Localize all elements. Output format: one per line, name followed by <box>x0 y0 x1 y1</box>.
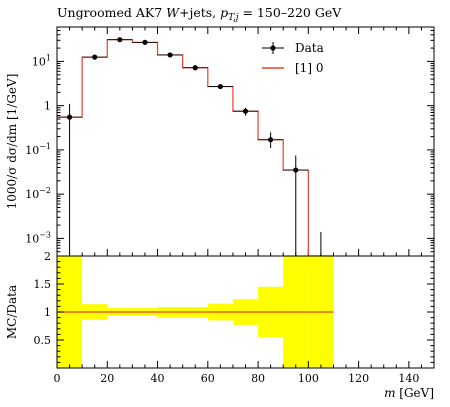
y-tick-base: 1 <box>44 100 51 113</box>
y-tick-exponent: −1 <box>39 142 51 151</box>
y-tick-label: 101 <box>32 53 51 68</box>
title-part: W <box>166 5 180 20</box>
x-tick-label: 140 <box>398 372 419 385</box>
ratio-y-tick-label: 2 <box>44 250 51 263</box>
title-text: Ungroomed AK7 W+jets, pT,j = 150–220 GeV <box>57 5 342 23</box>
legend-data-marker <box>270 45 276 51</box>
x-axis-title-var: m <box>384 386 395 400</box>
y-tick-base: 10 <box>32 55 46 68</box>
x-tick-label: 120 <box>348 372 369 385</box>
data-point <box>92 54 98 60</box>
x-tick-label: 20 <box>100 372 114 385</box>
y-axis-title: 1000/σ dσ/dm [1/GeV] <box>5 74 19 210</box>
x-tick-label: 0 <box>54 372 61 385</box>
chart-title: Ungroomed AK7 W+jets, pT,j = 150–220 GeV <box>57 5 342 23</box>
y-tick-exponent: −3 <box>39 230 51 239</box>
y-tick-exponent: −2 <box>39 186 51 195</box>
data-point <box>66 114 73 120</box>
y-tick-label: 10−1 <box>25 142 51 157</box>
legend-label-mc: [1] 0 <box>295 61 323 75</box>
title-part: Ungroomed AK7 <box>57 5 166 20</box>
mc-histogram-line <box>57 39 334 257</box>
ratio-y-axis-title: MC/Data <box>5 285 19 339</box>
y-tick-label: 10−3 <box>25 230 51 245</box>
legend-label-data: Data <box>295 41 324 55</box>
y-tick-base: 10 <box>25 232 39 245</box>
title-part: p <box>220 5 228 20</box>
data-point <box>117 37 123 43</box>
x-tick-label: 80 <box>251 372 265 385</box>
ratio-y-tick-label: 0.5 <box>34 334 52 347</box>
data-point <box>268 137 274 143</box>
title-part: +jets, <box>179 5 220 20</box>
ratio-y-tick-label: 1 <box>44 306 51 319</box>
data-point <box>217 83 223 90</box>
y-tick-base: 10 <box>25 188 39 201</box>
data-point <box>142 39 148 45</box>
data-point <box>192 65 198 71</box>
x-tick-label: 100 <box>298 372 319 385</box>
x-axis-title: m [GeV] <box>384 386 434 400</box>
y-tick-label: 1 <box>44 100 51 113</box>
title-part: = 150–220 GeV <box>239 5 343 20</box>
data-point <box>242 108 249 114</box>
y-tick-label: 10−2 <box>25 186 51 201</box>
y-tick-base: 10 <box>25 144 39 157</box>
x-axis-title-unit: [GeV] <box>395 386 434 400</box>
data-point <box>167 52 173 58</box>
x-tick-label: 60 <box>201 372 215 385</box>
data-point <box>293 167 299 173</box>
y-tick-exponent: 1 <box>46 53 51 62</box>
title-part: T,j <box>228 13 239 23</box>
main-frame <box>56 26 435 257</box>
ratio-y-tick-label: 1.5 <box>34 278 52 291</box>
x-tick-label: 40 <box>151 372 165 385</box>
